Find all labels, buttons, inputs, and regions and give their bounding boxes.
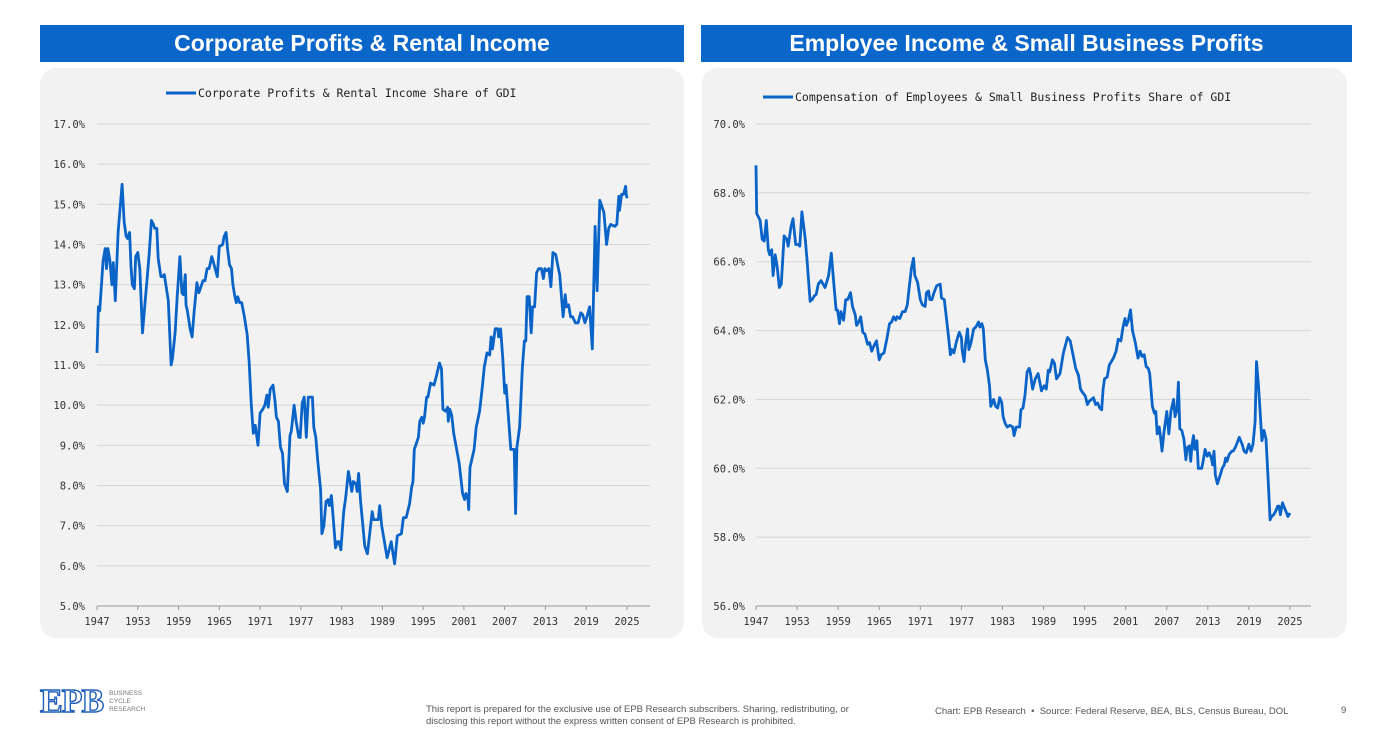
x-tick-label: 1959 bbox=[826, 616, 851, 628]
x-tick-label: 1959 bbox=[166, 616, 191, 628]
logo-sub-line: BUSINESS bbox=[109, 690, 142, 697]
y-tick-label: 12.0% bbox=[53, 320, 85, 332]
x-tick-label: 2013 bbox=[533, 616, 558, 628]
x-tick-label: 1983 bbox=[329, 616, 354, 628]
x-tick-label: 1971 bbox=[247, 616, 272, 628]
y-tick-label: 13.0% bbox=[53, 280, 85, 292]
x-tick-label: 2019 bbox=[1236, 616, 1261, 628]
logo-mark: EPB bbox=[39, 683, 105, 720]
y-tick-label: 70.0% bbox=[713, 119, 745, 131]
disclaimer-line: disclosing this report without the expre… bbox=[426, 716, 796, 727]
y-tick-label: 11.0% bbox=[53, 360, 85, 372]
legend-label: Compensation of Employees & Small Busine… bbox=[795, 90, 1231, 104]
disclaimer: This report is prepared for the exclusiv… bbox=[426, 704, 849, 728]
x-tick-label: 1995 bbox=[1072, 616, 1097, 628]
y-tick-label: 60.0% bbox=[713, 463, 745, 475]
x-tick-label: 1953 bbox=[784, 616, 809, 628]
x-tick-label: 1965 bbox=[867, 616, 892, 628]
x-tick-label: 1989 bbox=[1031, 616, 1056, 628]
x-tick-label: 1953 bbox=[125, 616, 150, 628]
y-tick-label: 14.0% bbox=[53, 240, 85, 252]
y-tick-label: 16.0% bbox=[53, 159, 85, 171]
y-tick-label: 66.0% bbox=[713, 257, 745, 269]
x-tick-label: 2001 bbox=[1113, 616, 1138, 628]
x-tick-label: 2001 bbox=[451, 616, 476, 628]
y-tick-label: 6.0% bbox=[60, 561, 86, 573]
x-tick-label: 1971 bbox=[908, 616, 933, 628]
y-tick-label: 62.0% bbox=[713, 394, 745, 406]
logo-subtitle: BUSINESS CYCLE RESEARCH bbox=[109, 690, 145, 714]
y-tick-label: 10.0% bbox=[53, 400, 85, 412]
y-tick-label: 7.0% bbox=[60, 521, 86, 533]
series-line bbox=[95, 182, 629, 566]
epb-logo: EPB BUSINESS CYCLE RESEARCH bbox=[39, 683, 145, 720]
x-tick-label: 2025 bbox=[1277, 616, 1302, 628]
x-tick-label: 1977 bbox=[949, 616, 974, 628]
logo-sub-line: RESEARCH bbox=[109, 706, 146, 713]
x-tick-label: 2013 bbox=[1195, 616, 1220, 628]
y-tick-label: 8.0% bbox=[60, 481, 86, 493]
x-tick-label: 2019 bbox=[574, 616, 599, 628]
x-tick-label: 1947 bbox=[84, 616, 109, 628]
x-tick-label: 2025 bbox=[614, 616, 639, 628]
legend-label: Corporate Profits & Rental Income Share … bbox=[198, 86, 517, 100]
y-tick-label: 56.0% bbox=[713, 601, 745, 613]
x-tick-label: 1965 bbox=[207, 616, 232, 628]
y-tick-label: 17.0% bbox=[53, 119, 85, 131]
page-number: 9 bbox=[1341, 705, 1347, 716]
series-line bbox=[754, 165, 1292, 522]
x-tick-label: 1983 bbox=[990, 616, 1015, 628]
y-tick-label: 5.0% bbox=[60, 601, 86, 613]
right-chart-title: Employee Income & Small Business Profits bbox=[701, 25, 1352, 62]
y-tick-label: 58.0% bbox=[713, 532, 745, 544]
x-tick-label: 1947 bbox=[743, 616, 768, 628]
left-chart-title: Corporate Profits & Rental Income bbox=[40, 25, 684, 62]
disclaimer-line: This report is prepared for the exclusiv… bbox=[426, 704, 849, 715]
x-tick-label: 1977 bbox=[288, 616, 313, 628]
y-tick-label: 68.0% bbox=[713, 188, 745, 200]
y-tick-label: 9.0% bbox=[60, 440, 86, 452]
y-tick-label: 15.0% bbox=[53, 199, 85, 211]
x-tick-label: 1989 bbox=[370, 616, 395, 628]
source-note: Chart: EPB Research • Source: Federal Re… bbox=[935, 706, 1289, 717]
left-chart-panel bbox=[40, 68, 684, 638]
logo-sub-line: CYCLE bbox=[109, 698, 131, 705]
x-tick-label: 2007 bbox=[1154, 616, 1179, 628]
x-tick-label: 1995 bbox=[411, 616, 436, 628]
right-chart-panel bbox=[702, 68, 1347, 638]
y-tick-label: 64.0% bbox=[713, 326, 745, 338]
x-tick-label: 2007 bbox=[492, 616, 517, 628]
